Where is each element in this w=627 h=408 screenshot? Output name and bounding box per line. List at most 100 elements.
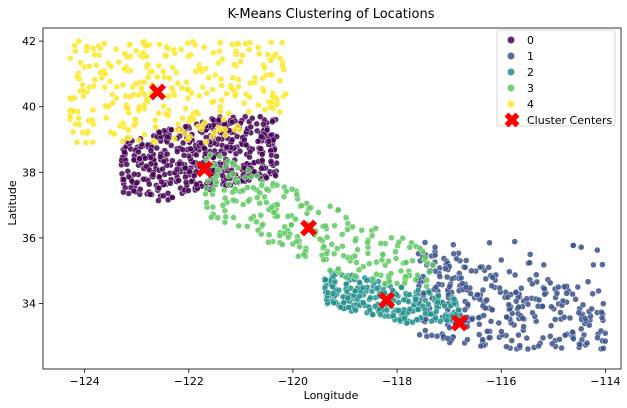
scatter-point-cluster-3 [323, 233, 331, 241]
scatter-point-cluster-2 [398, 284, 405, 291]
scatter-point-cluster-3 [364, 250, 372, 257]
scatter-point-cluster-0 [147, 147, 155, 154]
scatter-point-cluster-4 [152, 123, 160, 131]
scatter-point-cluster-3 [230, 214, 237, 221]
scatter-point-cluster-4 [184, 95, 192, 102]
scatter-point-cluster-4 [163, 111, 171, 118]
scatter-point-cluster-4 [237, 58, 244, 65]
scatter-point-cluster-0 [241, 136, 248, 144]
scatter-point-cluster-0 [120, 188, 127, 196]
scatter-point-cluster-0 [167, 180, 174, 187]
scatter-point-cluster-3 [364, 239, 371, 246]
scatter-point-cluster-2 [340, 299, 347, 306]
x-axis-label: Longitude [304, 389, 359, 402]
scatter-point-cluster-4 [187, 51, 194, 58]
scatter-point-cluster-3 [416, 244, 423, 252]
scatter-point-cluster-4 [126, 41, 134, 48]
scatter-point-cluster-4 [264, 51, 271, 58]
scatter-point-cluster-4 [89, 139, 97, 146]
scatter-point-cluster-0 [146, 180, 153, 188]
scatter-point-cluster-4 [135, 91, 142, 99]
legend-marker-cluster-0 [507, 36, 515, 44]
x-tick-label: −114 [590, 375, 620, 388]
scatter-point-cluster-3 [402, 259, 410, 266]
scatter-point-cluster-1 [594, 334, 601, 341]
scatter-point-cluster-4 [217, 39, 224, 46]
scatter-point-cluster-3 [235, 222, 242, 230]
scatter-point-cluster-4 [219, 55, 226, 63]
scatter-point-cluster-3 [331, 250, 338, 258]
scatter-point-cluster-1 [484, 328, 491, 335]
scatter-point-cluster-1 [450, 250, 457, 258]
scatter-point-cluster-4 [251, 79, 258, 86]
scatter-point-cluster-3 [392, 255, 400, 262]
scatter-point-cluster-4 [75, 121, 83, 128]
scatter-point-cluster-3 [203, 156, 210, 164]
scatter-point-cluster-4 [153, 73, 161, 81]
scatter-point-cluster-1 [541, 285, 548, 293]
scatter-point-cluster-1 [506, 268, 513, 275]
scatter-point-cluster-4 [210, 98, 218, 105]
scatter-point-cluster-4 [125, 126, 132, 134]
scatter-point-cluster-4 [113, 94, 120, 102]
scatter-point-cluster-2 [427, 310, 434, 318]
scatter-point-cluster-1 [556, 336, 563, 343]
scatter-point-cluster-3 [254, 172, 261, 180]
scatter-point-cluster-4 [97, 45, 104, 52]
scatter-point-cluster-3 [399, 235, 406, 242]
scatter-point-cluster-1 [523, 295, 530, 302]
scatter-point-cluster-3 [273, 181, 281, 189]
scatter-point-cluster-0 [155, 184, 163, 192]
scatter-point-cluster-2 [395, 299, 402, 306]
scatter-point-cluster-3 [412, 276, 419, 283]
x-tick-label: −124 [70, 375, 100, 388]
scatter-point-cluster-3 [208, 213, 215, 221]
scatter-point-cluster-0 [175, 177, 182, 184]
y-axis-ticks: 34 36 38 40 42 [22, 35, 43, 310]
scatter-point-cluster-1 [483, 296, 490, 304]
scatter-point-cluster-4 [209, 49, 217, 56]
scatter-point-cluster-4 [102, 114, 110, 122]
scatter-point-cluster-4 [119, 120, 127, 127]
x-tick-label: −122 [174, 375, 204, 388]
scatter-point-cluster-2 [359, 284, 367, 291]
scatter-point-cluster-0 [193, 181, 200, 188]
scatter-point-cluster-0 [156, 129, 163, 136]
scatter-point-cluster-0 [130, 156, 138, 164]
scatter-point-cluster-4 [188, 89, 195, 97]
scatter-point-cluster-4 [140, 101, 148, 109]
scatter-point-cluster-3 [353, 259, 360, 266]
scatter-point-cluster-0 [190, 172, 198, 180]
legend-marker-cluster-4 [507, 100, 515, 108]
scatter-point-cluster-2 [360, 299, 367, 306]
scatter-point-cluster-3 [320, 256, 327, 263]
scatter-point-cluster-0 [257, 145, 264, 152]
scatter-point-cluster-4 [203, 89, 211, 97]
legend-label-cluster-1: 1 [527, 50, 534, 63]
scatter-point-cluster-3 [300, 251, 307, 258]
scatter-point-cluster-0 [182, 179, 190, 186]
scatter-point-cluster-1 [526, 259, 533, 266]
scatter-point-cluster-0 [185, 187, 192, 194]
scatter-point-cluster-1 [572, 296, 579, 303]
scatter-point-cluster-1 [539, 334, 547, 342]
scatter-point-cluster-3 [229, 188, 236, 196]
scatter-point-cluster-1 [599, 261, 606, 268]
scatter-point-cluster-3 [354, 246, 361, 253]
cluster-centers [149, 83, 469, 332]
scatter-point-cluster-3 [256, 200, 263, 207]
scatter-point-cluster-0 [223, 143, 231, 151]
scatter-point-cluster-3 [225, 181, 232, 188]
scatter-point-cluster-1 [547, 322, 555, 329]
scatter-point-cluster-4 [276, 55, 284, 62]
scatter-point-cluster-0 [193, 151, 200, 159]
scatter-point-cluster-4 [220, 115, 228, 123]
scatter-point-cluster-1 [487, 318, 495, 325]
scatter-point-cluster-0 [263, 174, 270, 182]
scatter-point-cluster-3 [250, 184, 257, 192]
scatter-point-cluster-0 [167, 126, 175, 134]
scatter-point-cluster-4 [169, 64, 176, 71]
scatter-point-cluster-1 [584, 278, 592, 285]
scatter-point-cluster-3 [265, 238, 272, 246]
scatter-point-cluster-4 [205, 74, 212, 82]
